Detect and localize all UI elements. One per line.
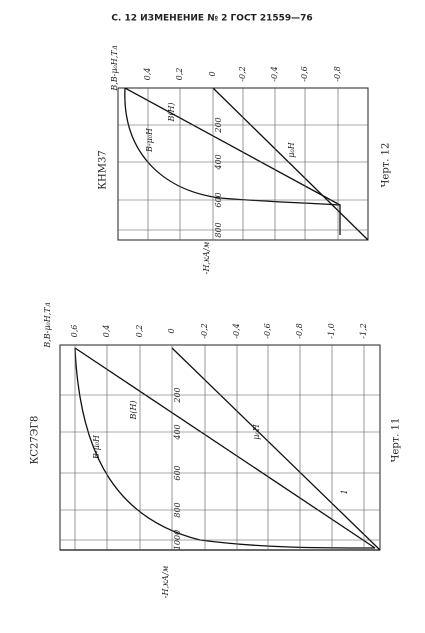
curve [212, 87, 369, 241]
curve-label: В-μ₀Н [145, 127, 154, 153]
value-axis-label: В,В-μ₀Н,Тл [110, 45, 119, 91]
value-tick-label: 0 [167, 328, 176, 333]
value-tick-label: -0,4 [232, 323, 241, 338]
value-tick-label: 0,4 [143, 68, 152, 81]
curve-label: В-μ₀Н [92, 434, 101, 460]
h-tick-label: 600 [173, 465, 182, 480]
h-tick-label: 800 [214, 222, 223, 237]
h-axis-label: -Н,кА/м [202, 241, 211, 274]
value-tick-label: -0,4 [270, 66, 279, 81]
value-axis-label: В,В-μ₀Н,Тл [43, 302, 52, 348]
curve [74, 347, 376, 549]
curve [171, 347, 381, 551]
curve-label: В(Н) [167, 102, 176, 122]
value-tick-label: -0,8 [333, 66, 342, 81]
curve-label: μ₀Н [287, 141, 296, 157]
figure-title: КНМ37 [98, 150, 109, 189]
figure-caption: Черт. 12 [381, 143, 392, 188]
h-tick-label: 800 [173, 502, 182, 517]
h-tick-label: 600 [214, 192, 223, 207]
page-header: С. 12 ИЗМЕНЕНИЕ № 2 ГОСТ 21559—76 [111, 14, 312, 24]
h-tick-label: 200 [214, 117, 223, 133]
curve [74, 347, 376, 549]
value-tick-label: 0,4 [102, 325, 111, 338]
value-tick-label: -1,0 [327, 323, 336, 338]
h-tick-label: 1000 [173, 530, 182, 550]
value-tick-label: -1,2 [359, 323, 368, 338]
h-tick-label: 400 [214, 154, 223, 170]
value-tick-label: -0,8 [295, 323, 304, 338]
curve-label: μ₀Н [252, 423, 261, 439]
curve-label: 1 [340, 489, 349, 494]
value-tick-label: 0,6 [70, 325, 79, 338]
curve [124, 87, 341, 206]
h-axis-label: -Н,кА/м [161, 565, 170, 598]
figure-caption: Черт. 11 [391, 418, 402, 463]
figure-title: КС27ЭГ8 [30, 416, 41, 465]
curve-label: В(Н) [129, 400, 138, 420]
value-tick-label: 0,2 [135, 325, 144, 338]
value-tick-label: 0,2 [175, 68, 184, 81]
value-tick-label: 0 [208, 71, 217, 76]
h-tick-label: 200 [173, 387, 182, 403]
value-tick-label: -0,6 [263, 323, 272, 338]
value-tick-label: -0,2 [238, 66, 247, 81]
h-tick-label: 400 [173, 424, 182, 440]
value-tick-label: -0,2 [200, 323, 209, 338]
curve [124, 87, 341, 235]
value-tick-label: -0,6 [300, 66, 309, 81]
